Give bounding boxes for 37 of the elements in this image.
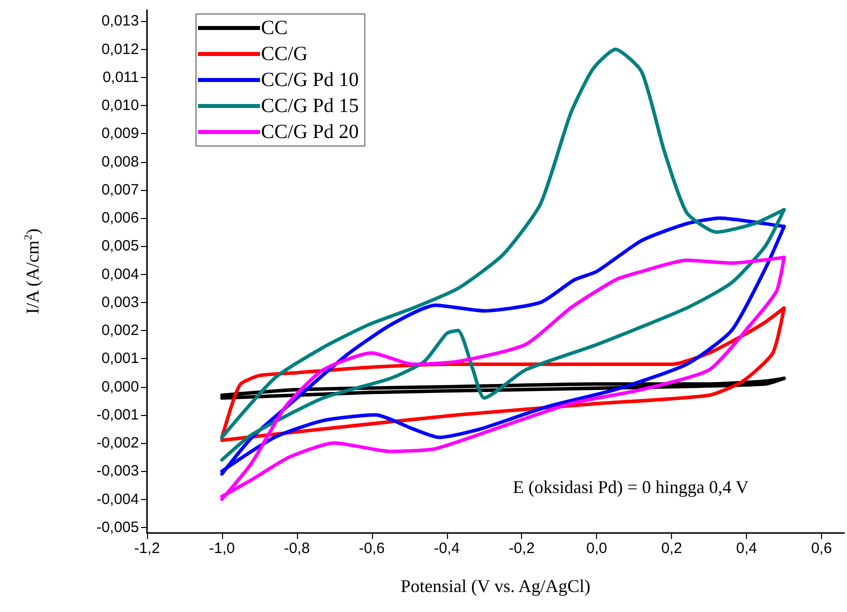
y-tick-label: 0,012 <box>101 40 139 58</box>
x-tick-label: -0,6 <box>358 540 385 557</box>
y-axis-title: I/A (A/cm2) <box>22 228 42 314</box>
legend-label: CC/G <box>261 43 308 65</box>
y-tick-label: 0,005 <box>101 238 139 255</box>
legend-label: CC/G Pd 15 <box>261 95 359 117</box>
x-tick-label: -0,8 <box>284 540 310 557</box>
x-axis-title: Potensial (V vs. Ag/AgCl) <box>400 576 590 596</box>
y-tick-label: 0,002 <box>101 322 139 340</box>
legend-label: CC <box>261 17 288 39</box>
x-tick-label: -1,0 <box>209 540 235 557</box>
y-tick-label: 0,013 <box>101 12 139 30</box>
y-tick-label: 0,007 <box>101 181 139 198</box>
x-tick-label: -0,4 <box>434 540 460 557</box>
legend-label: CC/G Pd 10 <box>261 69 359 91</box>
y-tick-label: 0,001 <box>101 350 139 368</box>
y-tick-label: 0,003 <box>101 294 139 311</box>
y-tick-label: 0,009 <box>101 125 139 142</box>
annotation: E (oksidasi Pd) = 0 hingga 0,4 V <box>512 477 749 497</box>
x-tick-label: 0,2 <box>661 540 682 557</box>
y-tick-label: 0,006 <box>101 210 139 227</box>
y-tick-label: -0,004 <box>96 490 139 508</box>
y-tick-label: 0,011 <box>102 68 139 86</box>
y-tick-label: 0,010 <box>101 97 139 114</box>
x-tick-label: -0,2 <box>508 540 535 557</box>
y-tick-label: -0,003 <box>96 462 139 480</box>
y-tick-label: -0,001 <box>96 406 139 424</box>
x-tick-label: 0,4 <box>736 540 757 557</box>
y-tick-label: 0,000 <box>101 378 139 396</box>
y-tick-label: -0,005 <box>96 518 139 536</box>
x-tick-label: 0,6 <box>811 540 832 557</box>
x-tick-label: 0,0 <box>586 540 608 557</box>
y-tick-label: 0,008 <box>101 153 139 170</box>
y-tick-label: 0,004 <box>101 266 139 283</box>
y-tick-label: -0,002 <box>96 434 139 452</box>
legend-label: CC/G Pd 20 <box>261 121 359 143</box>
x-tick-label: -1,2 <box>134 540 160 557</box>
